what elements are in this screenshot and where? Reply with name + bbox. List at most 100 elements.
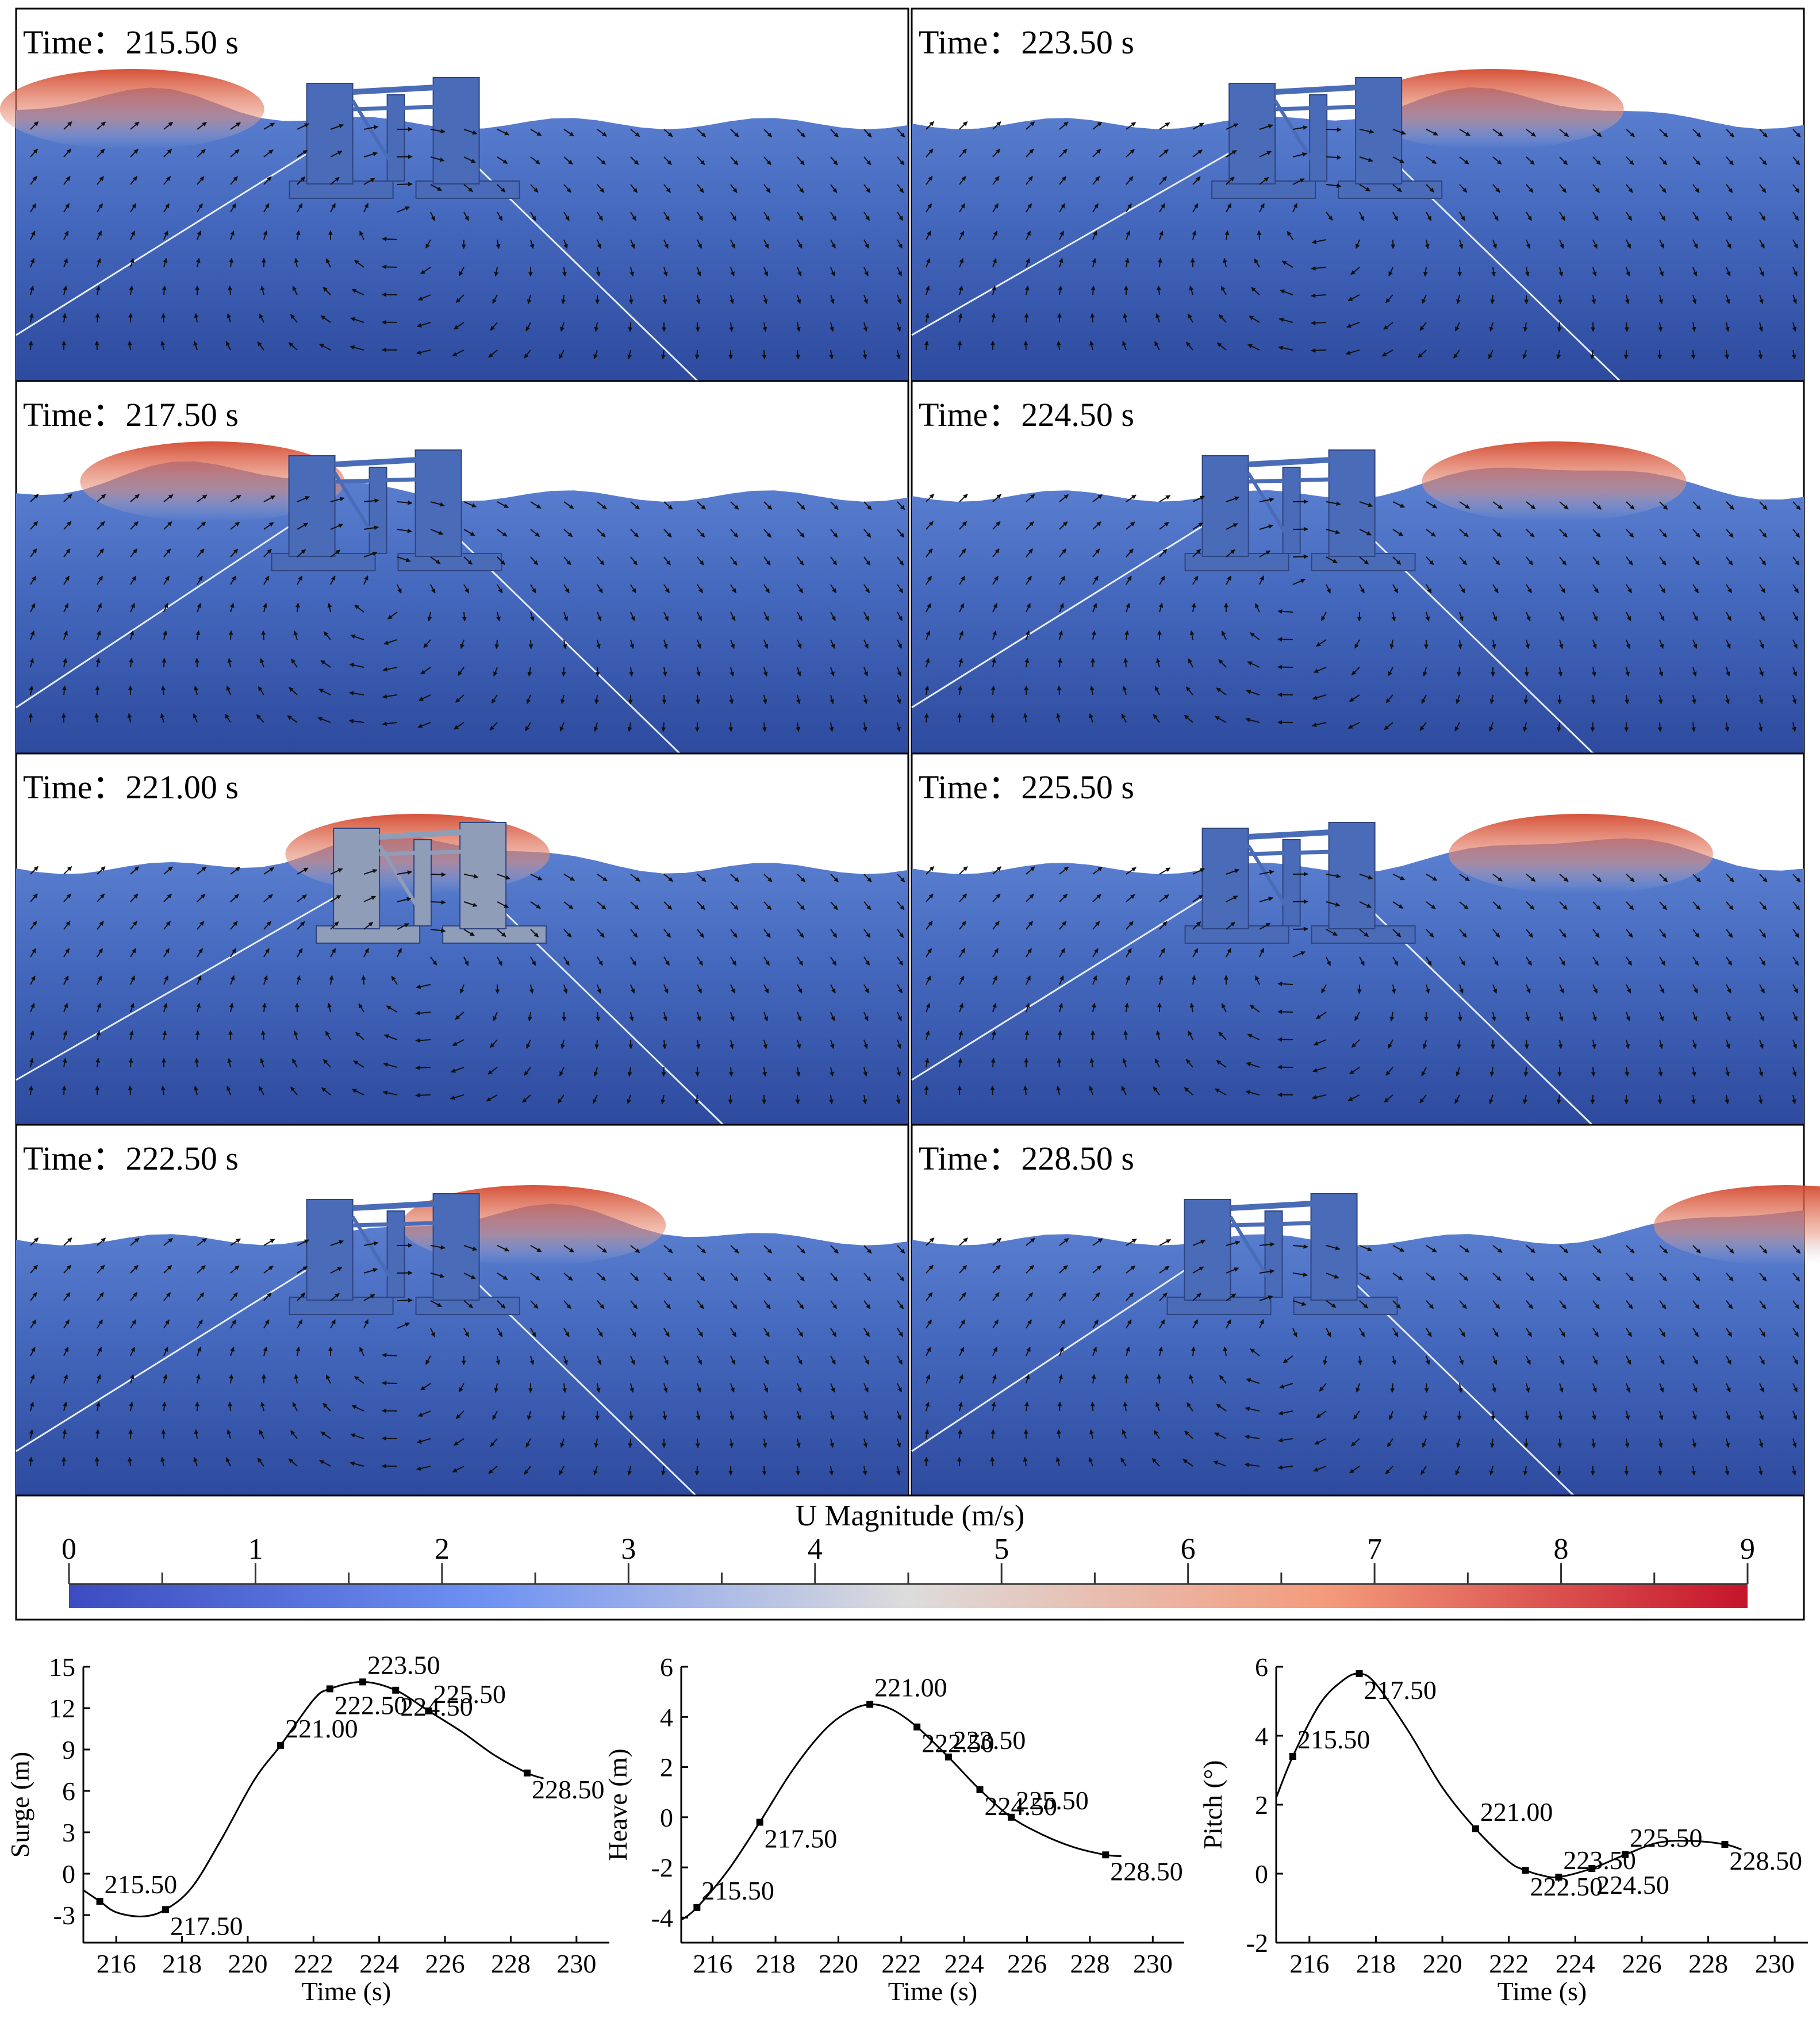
velocity-arrow bbox=[415, 1065, 431, 1070]
velocity-arrow bbox=[992, 203, 999, 213]
velocity-arrow bbox=[1524, 667, 1529, 677]
velocity-arrow bbox=[1759, 267, 1764, 276]
velocity-arrow bbox=[229, 602, 235, 613]
platform-column bbox=[306, 1199, 354, 1301]
velocity-arrow bbox=[1292, 152, 1307, 157]
velocity-arrow bbox=[297, 123, 309, 130]
data-label: 221.00 bbox=[874, 1673, 947, 1702]
velocity-arrow bbox=[1489, 322, 1494, 332]
velocity-arrow bbox=[695, 1438, 700, 1448]
velocity-arrow bbox=[463, 184, 474, 193]
data-marker bbox=[866, 1701, 874, 1708]
velocity-arrow bbox=[1559, 212, 1566, 221]
velocity-arrow bbox=[897, 267, 903, 276]
velocity-arrow bbox=[762, 322, 767, 332]
platform-brace bbox=[352, 83, 456, 95]
velocity-arrow bbox=[263, 548, 272, 558]
velocity-arrow bbox=[628, 1438, 633, 1448]
data-marker bbox=[1356, 1670, 1363, 1677]
velocity-arrow bbox=[330, 151, 343, 157]
velocity-arrow bbox=[430, 184, 442, 191]
velocity-arrow bbox=[1592, 239, 1598, 249]
velocity-arrow bbox=[420, 667, 431, 675]
x-axis-label: Time (s) bbox=[1498, 1977, 1587, 2006]
velocity-arrow bbox=[430, 212, 436, 221]
velocity-arrow bbox=[257, 341, 264, 351]
velocity-arrow bbox=[662, 667, 667, 677]
line-chart: 216 218 220 222 224 226 228 230 -2 0 2 4 6 Time (s) Pi… bbox=[1198, 1652, 1808, 2006]
velocity-arrow bbox=[630, 129, 640, 137]
platform-brace bbox=[352, 1220, 456, 1228]
x-axis-label: Time (s) bbox=[888, 1977, 978, 2006]
velocity-arrow bbox=[430, 584, 436, 594]
velocity-arrow bbox=[627, 349, 632, 360]
velocity-arrow bbox=[897, 612, 903, 621]
velocity-arrow bbox=[730, 156, 739, 166]
velocity-arrow bbox=[1326, 212, 1333, 221]
velocity-arrow bbox=[763, 129, 773, 138]
velocity-arrow bbox=[1092, 148, 1101, 157]
velocity-arrow bbox=[463, 129, 478, 135]
velocity-arrow bbox=[661, 349, 666, 360]
velocity-arrow bbox=[990, 1456, 995, 1467]
velocity-arrow bbox=[1692, 184, 1700, 193]
velocity-arrow bbox=[363, 575, 368, 585]
velocity-arrow bbox=[1725, 349, 1730, 360]
velocity-arrow bbox=[829, 349, 834, 360]
velocity-arrow bbox=[1426, 184, 1435, 193]
velocity-arrow bbox=[452, 349, 464, 357]
velocity-arrow bbox=[1759, 212, 1766, 221]
velocity-arrow bbox=[530, 184, 539, 193]
velocity-arrow bbox=[230, 521, 240, 530]
velocity-arrow bbox=[97, 230, 102, 240]
velocity-arrow bbox=[297, 522, 309, 530]
velocity-arrow bbox=[863, 322, 868, 332]
velocity-arrow bbox=[925, 285, 930, 295]
mooring-line bbox=[16, 518, 301, 709]
y-tick-label: 6 bbox=[660, 1652, 673, 1682]
time-label: Time：223.50 s bbox=[919, 24, 1134, 61]
velocity-arrow bbox=[130, 548, 138, 558]
velocity-arrow bbox=[197, 521, 206, 530]
velocity-arrow bbox=[1419, 322, 1427, 331]
velocity-arrow bbox=[97, 121, 106, 130]
time-label: Time：228.50 s bbox=[919, 1140, 1134, 1177]
data-label: 217.50 bbox=[1364, 1675, 1437, 1705]
velocity-arrow bbox=[1226, 176, 1235, 185]
velocity-arrow bbox=[463, 501, 477, 508]
velocity-arrow bbox=[1492, 212, 1499, 221]
velocity-arrow bbox=[697, 129, 707, 137]
velocity-arrow bbox=[95, 658, 101, 668]
velocity-arrow bbox=[630, 239, 635, 249]
velocity-arrow bbox=[161, 1429, 166, 1439]
velocity-arrow bbox=[1124, 257, 1130, 268]
velocity-arrow bbox=[1792, 239, 1799, 249]
velocity-arrow bbox=[463, 529, 475, 536]
velocity-arrow bbox=[992, 258, 997, 268]
velocity-arrow bbox=[197, 230, 202, 240]
velocity-arrow bbox=[327, 602, 332, 613]
velocity-arrow bbox=[1251, 287, 1260, 295]
x-tick-label: 220 bbox=[228, 1949, 267, 1978]
velocity-arrow bbox=[959, 203, 966, 213]
time-label: Time：224.50 s bbox=[919, 396, 1134, 433]
velocity-arrow bbox=[330, 176, 340, 185]
velocity-arrow bbox=[992, 176, 1000, 185]
velocity-arrow bbox=[1155, 313, 1160, 323]
velocity-arrow bbox=[830, 584, 837, 594]
velocity-arrow bbox=[1725, 294, 1730, 305]
velocity-arrow bbox=[630, 556, 638, 566]
velocity-arrow bbox=[263, 122, 275, 130]
velocity-arrow bbox=[1426, 156, 1437, 164]
velocity-arrow bbox=[593, 349, 598, 360]
velocity-arrow bbox=[1192, 230, 1197, 240]
velocity-arrow bbox=[863, 584, 870, 594]
data-marker bbox=[392, 1686, 400, 1694]
velocity-arrow bbox=[729, 294, 735, 305]
velocity-arrow bbox=[1247, 344, 1260, 351]
velocity-arrow bbox=[1459, 212, 1465, 221]
wave-crest bbox=[1359, 69, 1624, 149]
velocity-arrow bbox=[1345, 349, 1360, 355]
velocity-arrow bbox=[197, 494, 208, 502]
velocity-arrow bbox=[797, 129, 806, 138]
